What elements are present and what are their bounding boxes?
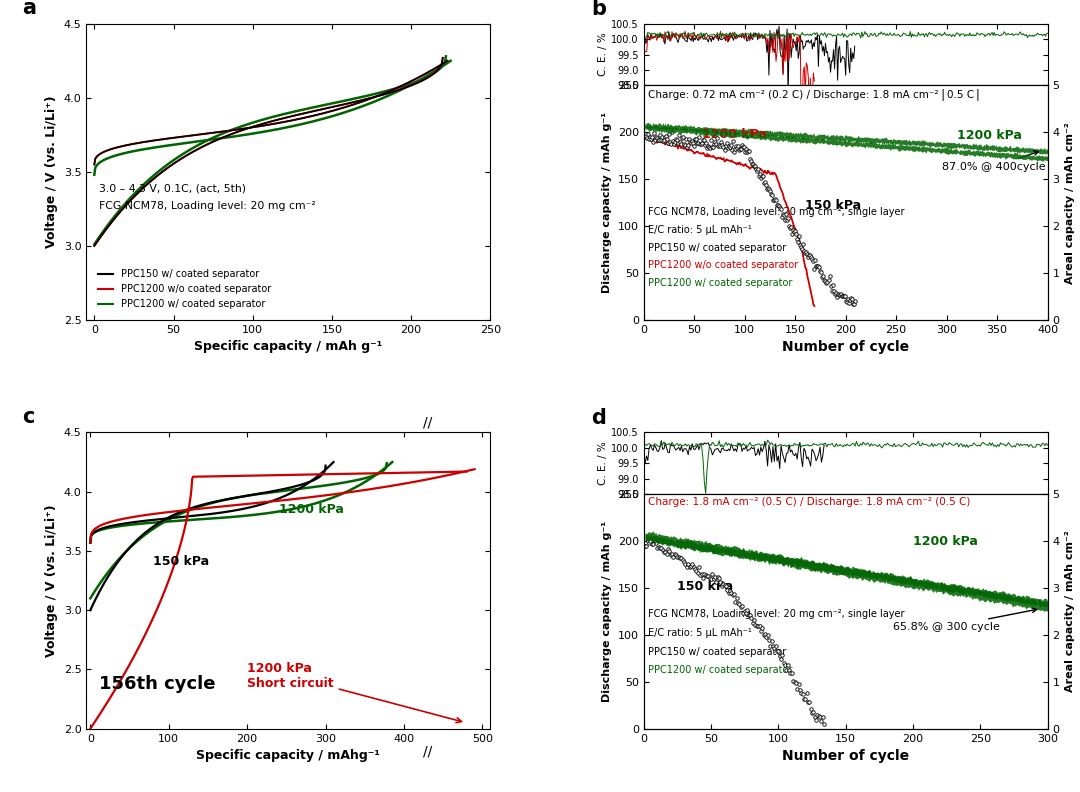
X-axis label: Specific capacity / mAhg⁻¹: Specific capacity / mAhg⁻¹	[197, 749, 380, 762]
Text: 1200 kPa
Short circuit: 1200 kPa Short circuit	[247, 662, 461, 722]
Y-axis label: Areal capacity / mAh cm⁻²: Areal capacity / mAh cm⁻²	[1065, 122, 1076, 284]
Text: E/C ratio: 5 μL mAh⁻¹: E/C ratio: 5 μL mAh⁻¹	[648, 225, 752, 235]
Text: FCG NCM78, Loading level: 20 mg cm⁻², single layer: FCG NCM78, Loading level: 20 mg cm⁻², si…	[648, 609, 904, 619]
Text: FCG NCM78, Loading level: 20 mg cm⁻², single layer: FCG NCM78, Loading level: 20 mg cm⁻², si…	[648, 208, 904, 217]
Text: 3.0 – 4.3 V, 0.1C, (act, 5th): 3.0 – 4.3 V, 0.1C, (act, 5th)	[98, 184, 245, 194]
Text: FCG NCM78, Loading level: 20 mg cm⁻²: FCG NCM78, Loading level: 20 mg cm⁻²	[98, 201, 315, 211]
Text: d: d	[591, 408, 606, 428]
Text: 1200 kPa: 1200 kPa	[702, 128, 767, 141]
Text: 1200 kPa: 1200 kPa	[279, 503, 343, 516]
X-axis label: Number of cycle: Number of cycle	[782, 749, 909, 763]
Text: 1200 kPa: 1200 kPa	[957, 129, 1022, 142]
Text: Charge: 1.8 mA cm⁻² (0.5 C) / Discharge: 1.8 mA cm⁻² (0.5 C): Charge: 1.8 mA cm⁻² (0.5 C) / Discharge:…	[648, 497, 970, 507]
Text: 150 kPa: 150 kPa	[153, 555, 210, 568]
Y-axis label: Voltage / V (vs. Li/Li⁺): Voltage / V (vs. Li/Li⁺)	[45, 505, 58, 657]
Legend: PPC150 w/ coated separator, PPC1200 w/o coated separator, PPC1200 w/ coated sepa: PPC150 w/ coated separator, PPC1200 w/o …	[95, 267, 273, 312]
Y-axis label: C. E. / %: C. E. / %	[598, 32, 608, 77]
Text: 156th cycle: 156th cycle	[98, 675, 215, 693]
Text: //: //	[423, 416, 432, 429]
Y-axis label: Voltage / V (vs. Li/Li⁺): Voltage / V (vs. Li/Li⁺)	[45, 96, 58, 248]
Text: 150 kPa: 150 kPa	[806, 200, 862, 212]
Text: 150 kPa: 150 kPa	[677, 580, 733, 593]
Y-axis label: Discharge capacity / mAh g⁻¹: Discharge capacity / mAh g⁻¹	[603, 521, 612, 702]
Text: c: c	[22, 406, 35, 427]
Y-axis label: Areal capacity / mAh cm⁻²: Areal capacity / mAh cm⁻²	[1065, 531, 1076, 692]
X-axis label: Number of cycle: Number of cycle	[782, 341, 909, 354]
Text: a: a	[22, 0, 36, 18]
Text: PPC1200 w/o coated separator: PPC1200 w/o coated separator	[648, 260, 798, 270]
Y-axis label: C. E. / %: C. E. / %	[598, 441, 608, 485]
Text: PPC150 w/ coated separator: PPC150 w/ coated separator	[648, 646, 786, 657]
Text: //: //	[423, 745, 432, 759]
Text: PPC1200 w/ coated separator: PPC1200 w/ coated separator	[648, 278, 792, 287]
Text: PPC1200 w/ coated separator: PPC1200 w/ coated separator	[648, 665, 792, 676]
Text: 87.0% @ 400cycle: 87.0% @ 400cycle	[942, 151, 1045, 172]
Text: 1200 kPa: 1200 kPa	[913, 535, 977, 548]
Y-axis label: Discharge capacity / mAh g⁻¹: Discharge capacity / mAh g⁻¹	[603, 112, 612, 293]
Text: E/C ratio: 5 μL mAh⁻¹: E/C ratio: 5 μL mAh⁻¹	[648, 628, 752, 638]
Text: PPC150 w/ coated separator: PPC150 w/ coated separator	[648, 242, 786, 253]
Text: 65.8% @ 300 cycle: 65.8% @ 300 cycle	[893, 608, 1037, 632]
X-axis label: Specific capacity / mAh g⁻¹: Specific capacity / mAh g⁻¹	[194, 341, 382, 353]
Text: b: b	[591, 0, 606, 19]
Text: Charge: 0.72 mA cm⁻² (0.2 C) / Discharge: 1.8 mA cm⁻² ⎢0.5 C⎥: Charge: 0.72 mA cm⁻² (0.2 C) / Discharge…	[648, 88, 980, 100]
